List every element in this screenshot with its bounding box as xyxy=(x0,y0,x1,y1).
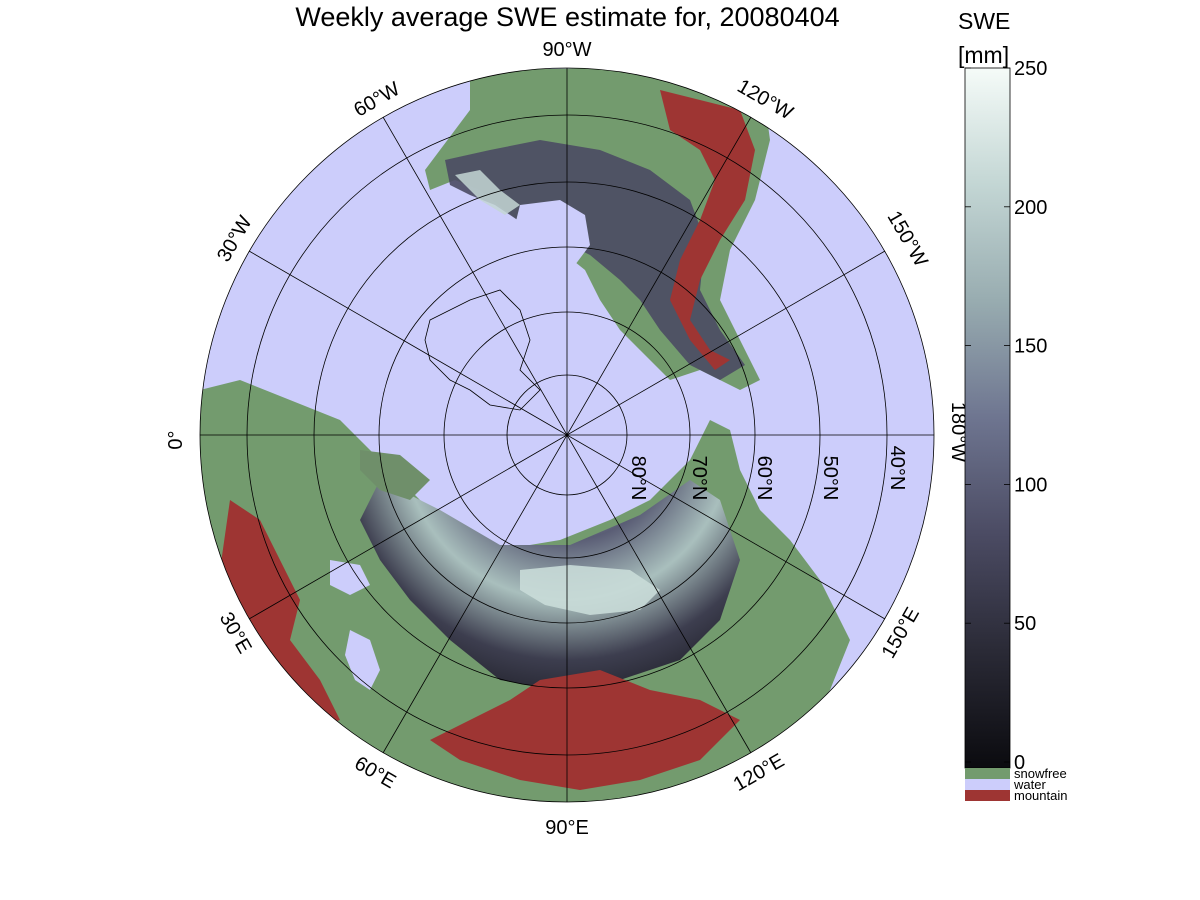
north-america-deep-snow xyxy=(455,170,520,215)
north-america-snow xyxy=(445,140,745,380)
lat-label-80n: 80°N xyxy=(627,456,649,501)
lon-label-0: 0° xyxy=(165,430,187,449)
siberia-deep-snow xyxy=(520,565,660,615)
lat-label-40n: 40°N xyxy=(886,446,908,491)
colorbar-title-swe: SWE xyxy=(958,8,1011,34)
colorbar-title-unit: [mm] xyxy=(958,42,1010,68)
lat-label-50n: 50°N xyxy=(819,456,841,501)
lon-label-90e: 90°E xyxy=(545,817,589,839)
lat-label-70n: 70°N xyxy=(688,456,710,501)
hudson-bay xyxy=(515,200,590,265)
caspian-sea xyxy=(345,630,380,690)
europe-mountains xyxy=(220,500,340,730)
meridian-150w-30e xyxy=(248,250,886,620)
graticule xyxy=(199,67,935,803)
black-sea xyxy=(330,560,370,595)
lon-label-60e: 60°E xyxy=(351,752,400,793)
greenland-outline xyxy=(424,289,541,411)
scandinavia xyxy=(360,450,430,500)
lon-label-180w: 180°W xyxy=(947,402,969,462)
lon-label-90w: 90°W xyxy=(542,39,591,61)
map-title: Weekly average SWE estimate for, 2008040… xyxy=(295,2,840,32)
lat-label-60n: 60°N xyxy=(753,456,775,501)
colorbar-title: SWE [mm] xyxy=(958,4,1010,72)
eurasia-mountains xyxy=(430,670,740,790)
